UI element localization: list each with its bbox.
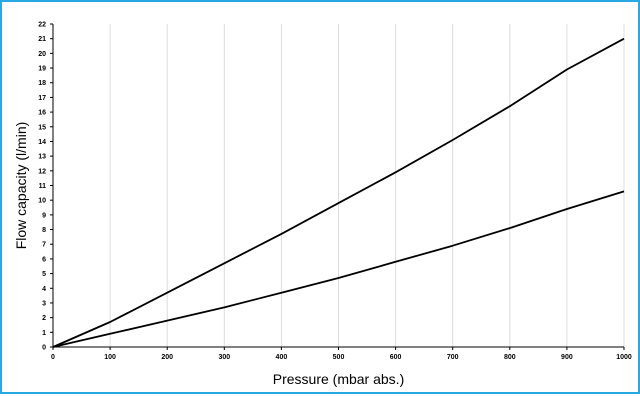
y-tick-label-2: 2 — [42, 315, 46, 322]
y-tick-label-5: 5 — [42, 271, 46, 278]
y-tick-label-13: 13 — [38, 154, 46, 161]
y-tick-label-12: 12 — [38, 168, 46, 175]
x-tick-label-900: 900 — [561, 354, 573, 361]
y-axis-title: Flow capacity (l/min) — [13, 122, 29, 250]
x-tick-label-200: 200 — [161, 354, 173, 361]
y-tick-label-6: 6 — [42, 256, 46, 263]
y-tick-label-15: 15 — [38, 124, 46, 131]
grid-lines — [109, 24, 625, 347]
series-line-2 — [52, 190, 625, 348]
y-tick-label-22: 22 — [38, 22, 46, 29]
series-lines — [52, 37, 625, 348]
y-tick-label-18: 18 — [38, 80, 46, 87]
y-tick-label-11: 11 — [39, 183, 47, 190]
x-tick-label-500: 500 — [333, 354, 345, 361]
x-tick-label-0: 0 — [51, 354, 55, 361]
x-tick-label-400: 400 — [276, 354, 288, 361]
y-tick-label-17: 17 — [38, 95, 46, 102]
y-tick-label-10: 10 — [38, 198, 46, 205]
x-tick-label-100: 100 — [104, 354, 116, 361]
y-tick-label-3: 3 — [42, 300, 46, 307]
x-tick-label-700: 700 — [447, 354, 459, 361]
y-tick-label-21: 21 — [38, 36, 46, 43]
x-tick-label-800: 800 — [504, 354, 516, 361]
axes — [50, 23, 625, 350]
x-tick-label-1000: 1000 — [616, 354, 632, 361]
y-tick-label-7: 7 — [42, 242, 46, 249]
y-tick-label-8: 8 — [42, 227, 46, 234]
y-tick-label-1: 1 — [42, 330, 46, 337]
series-line-1 — [52, 37, 625, 348]
y-tick-label-4: 4 — [42, 286, 46, 293]
x-tick-label-300: 300 — [218, 354, 230, 361]
x-axis-title: Pressure (mbar abs.) — [273, 371, 404, 387]
y-tick-label-9: 9 — [42, 212, 46, 219]
y-tick-label-20: 20 — [38, 51, 46, 58]
y-tick-label-14: 14 — [38, 139, 46, 146]
y-tick-label-16: 16 — [38, 110, 46, 117]
y-tick-label-0: 0 — [42, 345, 46, 352]
x-tick-label-600: 600 — [390, 354, 402, 361]
y-tick-label-19: 19 — [38, 66, 46, 73]
